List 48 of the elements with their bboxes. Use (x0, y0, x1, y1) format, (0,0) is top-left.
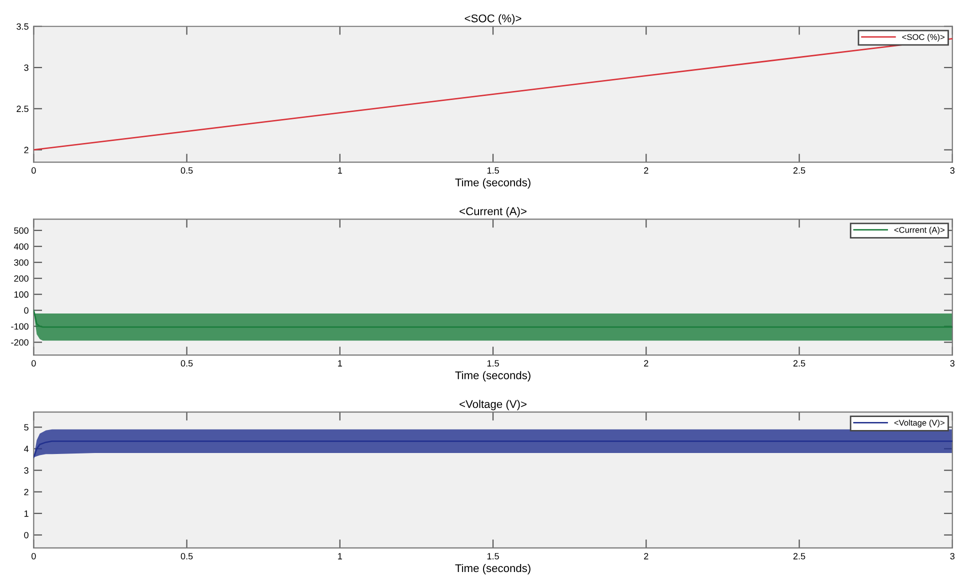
x-tick-label: 0 (32, 360, 36, 367)
y-tick-label: 400 (14, 243, 28, 250)
x-tick-label: 1.5 (487, 167, 499, 174)
y-tick-label: 3 (24, 64, 28, 71)
x-tick-label: 2.5 (793, 167, 806, 174)
x-tick-label: 2 (644, 167, 648, 174)
x-tick-label: 2.5 (793, 360, 806, 367)
y-tick-label: -200 (11, 339, 28, 346)
y-tick-label: 100 (14, 291, 28, 298)
x-tick-label: 0.5 (180, 553, 193, 560)
y-tick-label: 0 (24, 532, 28, 538)
x-tick-label: 1 (338, 167, 342, 174)
x-tick-label: 2 (644, 360, 648, 366)
x-tick-label: 0.5 (180, 360, 193, 367)
y-tick-label: 2.5 (16, 106, 28, 112)
legend-label: <SOC (%)> (902, 34, 944, 42)
x-axis-title: Time (seconds) (455, 564, 530, 574)
x-tick-label: 0 (32, 167, 36, 174)
y-tick-label: 2 (24, 488, 28, 496)
y-tick-label: 300 (14, 259, 28, 266)
y-tick-label: 3 (24, 467, 28, 474)
chart-title: <Current (A)> (460, 207, 526, 218)
x-tick-label: 0.5 (180, 167, 193, 174)
y-tick-label: 4 (24, 446, 29, 452)
y-tick-label: 2 (24, 146, 28, 154)
x-tick-label: 2.5 (793, 553, 806, 560)
y-tick-label: 0 (24, 307, 28, 314)
chart-title: <Voltage (V)> (460, 400, 526, 410)
x-tick-label: 2 (644, 553, 648, 560)
x-tick-label: 1.5 (487, 553, 499, 560)
y-tick-label: 500 (14, 227, 28, 234)
y-tick-label: 200 (14, 275, 28, 282)
y-tick-label: 3.5 (16, 23, 28, 30)
x-tick-label: 3 (950, 360, 954, 367)
x-tick-label: 1 (338, 553, 342, 560)
legend-label: <Voltage (V)> (894, 420, 944, 428)
x-tick-label: 1.5 (487, 360, 499, 367)
x-tick-label: 3 (950, 553, 954, 560)
y-tick-label: -100 (11, 323, 28, 330)
y-tick-label: 5 (24, 424, 28, 431)
x-tick-label: 3 (950, 167, 954, 174)
x-tick-label: 0 (32, 553, 36, 560)
chart-title: <SOC (%)> (464, 14, 522, 25)
y-tick-label: 1 (24, 510, 28, 517)
legend-label: <Current (A)> (894, 226, 944, 234)
x-axis-title: Time (seconds) (455, 178, 530, 189)
x-tick-label: 1 (338, 360, 342, 366)
x-axis-title: Time (seconds) (455, 371, 530, 382)
